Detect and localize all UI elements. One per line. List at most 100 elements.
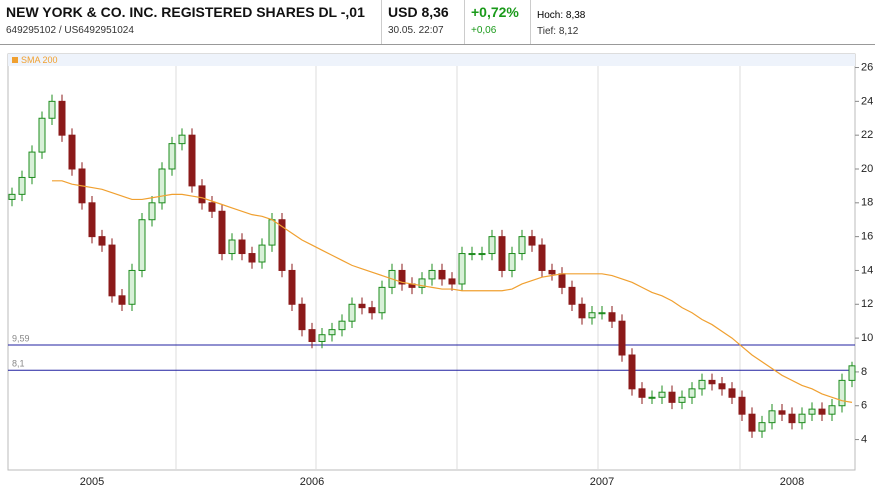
- reference-label: 8,1: [12, 359, 25, 369]
- candle-body: [338, 320, 346, 331]
- candle-body: [278, 219, 286, 271]
- candle-body: [208, 202, 216, 212]
- candle-body: [158, 168, 166, 204]
- day-low: Tief: 8,12: [537, 26, 579, 37]
- candle-body: [768, 410, 776, 424]
- candle-body: [8, 193, 16, 200]
- change-abs: +0,06: [471, 25, 497, 36]
- x-tick-label: 2006: [300, 476, 324, 488]
- header: NEW YORK & CO. INC. REGISTERED SHARES DL…: [0, 0, 875, 45]
- price-box: USD 8,36 30.05. 22:07: [382, 0, 465, 44]
- candle-body: [738, 396, 746, 415]
- candle-body: [708, 379, 716, 385]
- x-tick-label: 2005: [80, 476, 104, 488]
- y-tick-label: 26: [861, 61, 873, 73]
- candle-body: [658, 391, 666, 398]
- plot-frame: [7, 53, 856, 471]
- candle-body: [828, 405, 836, 415]
- candle-body: [38, 117, 46, 153]
- sma-line: [52, 180, 853, 403]
- candle-body: [838, 379, 846, 407]
- candle-body: [128, 269, 136, 305]
- candle-body: [448, 278, 456, 285]
- candle-body: [568, 286, 576, 305]
- candle-body: [328, 329, 336, 336]
- candle-body: [438, 269, 446, 280]
- y-tick-label: 8: [861, 366, 867, 378]
- candle-body: [598, 312, 606, 315]
- candle-body: [198, 185, 206, 204]
- y-tick-label: 14: [861, 264, 873, 276]
- candle-body: [538, 244, 546, 271]
- candle-body: [308, 329, 316, 342]
- candle-body: [88, 202, 96, 238]
- candle-body: [668, 391, 676, 403]
- candle-body: [58, 100, 66, 136]
- candle-body: [28, 151, 36, 178]
- candle-body: [788, 413, 796, 424]
- y-tick-label: 4: [861, 433, 867, 445]
- candle-body: [688, 388, 696, 398]
- candle-body: [148, 202, 156, 221]
- candle-body: [318, 334, 326, 342]
- legend-swatch: [12, 57, 18, 63]
- candle-body: [648, 396, 656, 399]
- change-pct: +0,72%: [471, 4, 519, 20]
- candle-body: [748, 413, 756, 432]
- candle-body: [618, 320, 626, 356]
- candle-body: [588, 312, 596, 319]
- candle-body: [398, 269, 406, 285]
- candle-body: [228, 239, 236, 255]
- candle-body: [458, 253, 466, 285]
- candle-body: [638, 388, 646, 398]
- candle-body: [378, 286, 386, 314]
- candle-body: [678, 396, 686, 403]
- range-box: Hoch: 8,38 Tief: 8,12: [531, 0, 621, 44]
- candle-body: [478, 253, 486, 256]
- y-tick-label: 16: [861, 231, 873, 243]
- candle-body: [298, 303, 306, 331]
- candle-body: [68, 134, 76, 170]
- candle-body: [628, 354, 636, 390]
- y-tick-label: 6: [861, 400, 867, 412]
- y-tick-label: 20: [861, 163, 873, 175]
- candle-body: [48, 100, 56, 119]
- candle-body: [138, 219, 146, 271]
- candle-body: [558, 273, 566, 288]
- candle-body: [188, 134, 196, 187]
- title-box: NEW YORK & CO. INC. REGISTERED SHARES DL…: [0, 0, 382, 44]
- candle-body: [528, 236, 536, 246]
- candle-body: [288, 269, 296, 305]
- candle-body: [258, 244, 266, 263]
- candle-body: [268, 219, 276, 246]
- x-tick-label: 2008: [780, 476, 804, 488]
- candle-body: [428, 269, 436, 280]
- candle-body: [578, 303, 586, 319]
- y-tick-label: 18: [861, 197, 873, 209]
- legend-bar: [8, 54, 855, 66]
- stock-title: NEW YORK & CO. INC. REGISTERED SHARES DL…: [6, 4, 365, 20]
- candle-body: [368, 307, 376, 314]
- candle-body: [698, 379, 706, 390]
- candle-body: [348, 303, 356, 322]
- candle-body: [808, 408, 816, 415]
- candle-body: [718, 383, 726, 390]
- candle-body: [778, 410, 786, 415]
- candle-body: [848, 365, 856, 381]
- candle-body: [18, 176, 26, 195]
- candle-body: [728, 388, 736, 398]
- y-tick-label: 10: [861, 332, 873, 344]
- candle-body: [758, 422, 766, 432]
- candle-body: [178, 134, 186, 145]
- candle-body: [548, 269, 556, 275]
- y-tick-label: 24: [861, 95, 873, 107]
- candle-body: [418, 278, 426, 288]
- candle-body: [608, 312, 616, 322]
- candle-body: [468, 253, 476, 256]
- reference-label: 9,59: [12, 333, 30, 343]
- stock-ids: 649295102 / US6492951024: [6, 25, 134, 36]
- day-high: Hoch: 8,38: [537, 10, 586, 21]
- candle-body: [488, 236, 496, 255]
- candle-body: [168, 143, 176, 170]
